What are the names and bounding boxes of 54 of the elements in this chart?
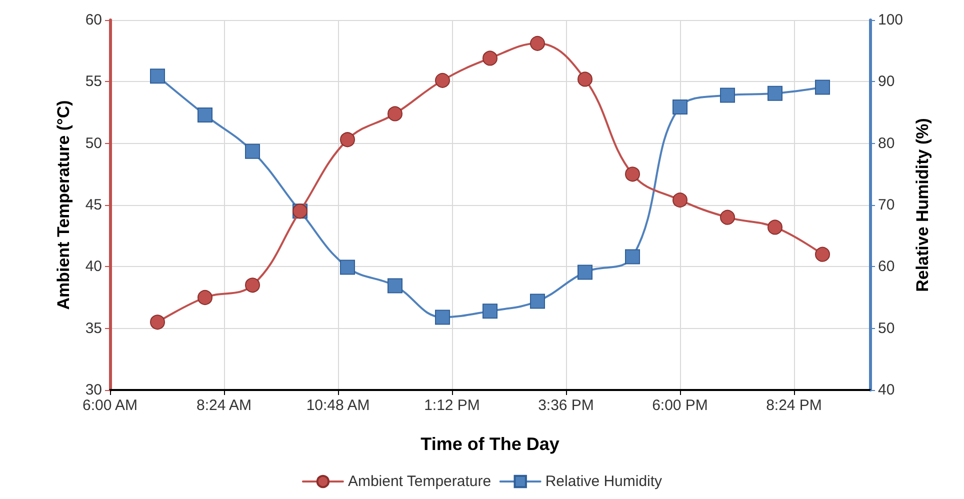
point: [625, 166, 640, 182]
x-tick-label: 8:24 AM: [196, 397, 252, 414]
point: [720, 210, 735, 225]
point: [388, 106, 402, 122]
x-tick-label: 6:00 PM: [652, 397, 708, 414]
point: [530, 36, 545, 51]
point: [578, 72, 592, 87]
point: [768, 220, 782, 235]
point: [815, 80, 830, 95]
point: [482, 304, 498, 319]
point: [530, 294, 545, 309]
point: [672, 192, 688, 208]
point: [340, 260, 355, 275]
y-tick-label: 55: [85, 73, 102, 90]
y2-tick-label: 80: [878, 134, 895, 152]
y2-tick-label: 40: [878, 382, 895, 398]
y-axis-title: Ambient Temperature (°C): [54, 100, 73, 310]
y-tick-label: 50: [85, 134, 102, 152]
point: [388, 278, 402, 294]
y-tick-label: 45: [85, 196, 102, 214]
point: [198, 290, 212, 305]
y2-axis-title: Relative Humidity (%): [912, 118, 932, 292]
point: [340, 132, 355, 148]
point: [815, 246, 830, 262]
y2-tick-label: 60: [878, 258, 895, 276]
point: [720, 88, 735, 103]
y-tick-label: 40: [85, 258, 102, 276]
x-axis-title: Time of The Day: [420, 434, 560, 454]
y2-tick-label: 50: [878, 320, 895, 337]
point: [198, 107, 212, 122]
y-tick-label: 30: [85, 382, 102, 398]
x-tick-label: 10:48 AM: [306, 397, 370, 414]
legend-label: Relative Humidity: [545, 473, 663, 490]
point: [672, 99, 688, 114]
x-tick-label: 3:36 PM: [538, 397, 594, 414]
y-tick-label: 60: [85, 12, 102, 28]
y2-tick-label: 90: [878, 73, 895, 90]
point: [245, 278, 260, 293]
y2-tick-label: 70: [878, 196, 895, 214]
point: [578, 264, 592, 280]
y2-tick-label: 100: [878, 12, 904, 28]
point: [435, 72, 450, 88]
point: [150, 314, 165, 330]
y-tick-label: 35: [85, 320, 102, 337]
x-tick-label: 6:00 AM: [82, 397, 138, 414]
point: [435, 310, 450, 325]
point: [768, 86, 782, 101]
legend-label: Ambient Temperature: [348, 473, 492, 490]
point: [625, 249, 640, 264]
point: [245, 144, 260, 159]
x-tick-label: 8:24 PM: [766, 397, 822, 414]
x-tick-label: 1:12 PM: [424, 397, 480, 414]
point: [150, 68, 165, 84]
point: [482, 50, 498, 66]
